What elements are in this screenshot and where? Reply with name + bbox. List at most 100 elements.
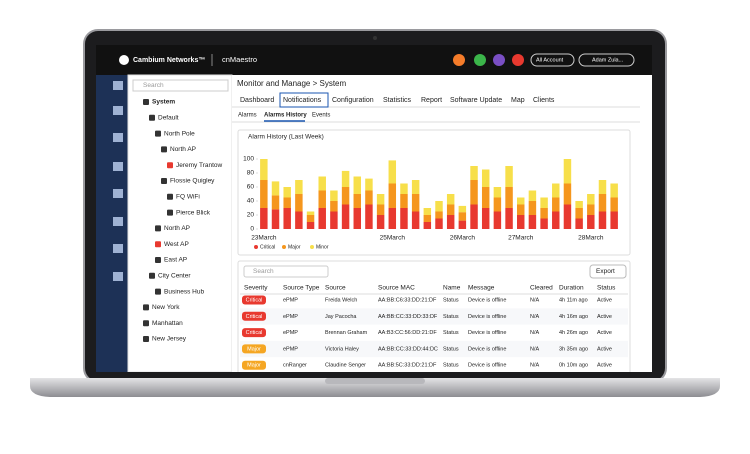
- column-header[interactable]: Cleared: [530, 285, 553, 292]
- bar-segment: [528, 201, 537, 215]
- cell: 4h 11m ago: [559, 297, 588, 303]
- account-select[interactable]: [530, 53, 575, 67]
- tree-item[interactable]: West AP: [164, 241, 189, 248]
- cell: N/A: [530, 363, 540, 369]
- cell: N/A: [530, 314, 540, 320]
- bar-segment: [388, 183, 397, 208]
- alarm-badge[interactable]: [512, 54, 524, 66]
- bar-segment: [318, 176, 326, 191]
- info-badge[interactable]: [493, 54, 505, 66]
- bar-segment: [470, 180, 478, 205]
- tree-item[interactable]: Manhattan: [152, 320, 183, 327]
- cell: ePMP: [283, 297, 298, 303]
- bar-segment: [435, 201, 443, 212]
- severity-pill: [242, 311, 266, 321]
- table-search[interactable]: [243, 265, 329, 278]
- bar-segment: [353, 176, 361, 194]
- tree-item[interactable]: City Center: [158, 273, 191, 280]
- alert-badge[interactable]: [453, 54, 465, 66]
- export-label: Export: [596, 268, 615, 275]
- cell: N/A: [530, 330, 540, 336]
- cell: Device is offline: [468, 297, 506, 303]
- bar-segment: [388, 208, 397, 229]
- tree-search[interactable]: [132, 79, 229, 92]
- cell: 3h 35m ago: [559, 346, 588, 352]
- tree-item[interactable]: Pierce Blick: [176, 209, 211, 216]
- active-tab: [279, 92, 329, 108]
- tree-item[interactable]: System: [152, 99, 175, 106]
- tree-item[interactable]: Default: [158, 115, 179, 122]
- subtab[interactable]: Alarms: [238, 113, 257, 119]
- tab[interactable]: Clients: [533, 97, 555, 104]
- tab[interactable]: Statistics: [383, 97, 412, 104]
- tree-item[interactable]: North Pole: [164, 130, 195, 137]
- tree-item[interactable]: East AP: [164, 257, 187, 264]
- bar-segment: [493, 197, 502, 212]
- tab[interactable]: Report: [421, 97, 442, 104]
- subtab[interactable]: Events: [312, 113, 330, 119]
- bar-segment: [610, 183, 618, 198]
- column-header[interactable]: Source Type: [283, 285, 320, 292]
- column-header[interactable]: Duration: [559, 285, 584, 292]
- bar-segment: [400, 194, 408, 208]
- cell: ePMP: [283, 314, 298, 320]
- column-header[interactable]: Source MAC: [378, 285, 415, 292]
- tab[interactable]: Notifications: [283, 97, 322, 104]
- tree-item[interactable]: North AP: [170, 146, 196, 153]
- bar-segment: [365, 204, 373, 229]
- tree-icon: [143, 99, 149, 105]
- tree-item[interactable]: New York: [152, 304, 180, 311]
- bar-segment: [458, 205, 467, 213]
- cell: ePMP: [283, 330, 298, 336]
- tree-icon: [149, 272, 155, 279]
- bar-segment: [283, 187, 291, 198]
- bar-segment: [400, 183, 408, 194]
- column-header[interactable]: Source: [325, 285, 346, 292]
- cell: 4h 26m ago: [559, 330, 588, 336]
- bar-segment: [563, 159, 572, 184]
- bar-segment: [540, 218, 548, 229]
- bar-segment: [470, 204, 478, 229]
- tree-item[interactable]: Business Hub: [164, 288, 204, 295]
- bar-segment: [517, 215, 525, 229]
- bar-segment: [365, 190, 373, 205]
- status-badge[interactable]: [474, 54, 486, 66]
- tree-item[interactable]: Flossie Quigley: [170, 178, 215, 185]
- severity: Critical: [246, 297, 263, 303]
- cell: Status: [443, 346, 459, 352]
- bar-segment: [598, 180, 607, 194]
- user-menu[interactable]: [578, 53, 635, 67]
- column-header[interactable]: Message: [468, 285, 495, 292]
- brand: Cambium Networks™: [133, 57, 205, 64]
- column-header[interactable]: Status: [597, 285, 616, 292]
- bar-segment: [341, 204, 350, 229]
- tree-item[interactable]: New Jersey: [152, 336, 187, 343]
- tree-icon: [155, 225, 161, 232]
- tree-icon: [155, 257, 161, 263]
- column-header[interactable]: Severity: [244, 285, 268, 292]
- bar-segment: [411, 194, 420, 212]
- tab[interactable]: Dashboard: [240, 97, 274, 104]
- cell: N/A: [530, 346, 540, 352]
- column-header[interactable]: Name: [443, 285, 461, 292]
- export-button[interactable]: [589, 264, 627, 279]
- tree-icon: [161, 146, 167, 153]
- tree-item[interactable]: North AP: [164, 225, 190, 232]
- cell: Freida Welch: [325, 297, 357, 303]
- bar-segment: [283, 197, 291, 208]
- bar-segment: [330, 201, 338, 212]
- bar-segment: [505, 187, 513, 208]
- tree-item[interactable]: Jeremy Trantow: [176, 162, 223, 169]
- bar-segment: [376, 215, 385, 229]
- tab[interactable]: Software Update: [450, 97, 502, 104]
- bar-segment: [517, 204, 525, 215]
- tree-icon: [143, 304, 149, 311]
- bar-segment: [283, 208, 291, 229]
- subtab[interactable]: Alarms History: [264, 113, 307, 119]
- cell: Status: [443, 297, 459, 303]
- severity-pill: [242, 328, 266, 338]
- cell: Device is offline: [468, 346, 506, 352]
- tree-item[interactable]: FQ WiFi: [176, 194, 200, 201]
- tab[interactable]: Map: [511, 97, 525, 104]
- tab[interactable]: Configuration: [332, 97, 374, 104]
